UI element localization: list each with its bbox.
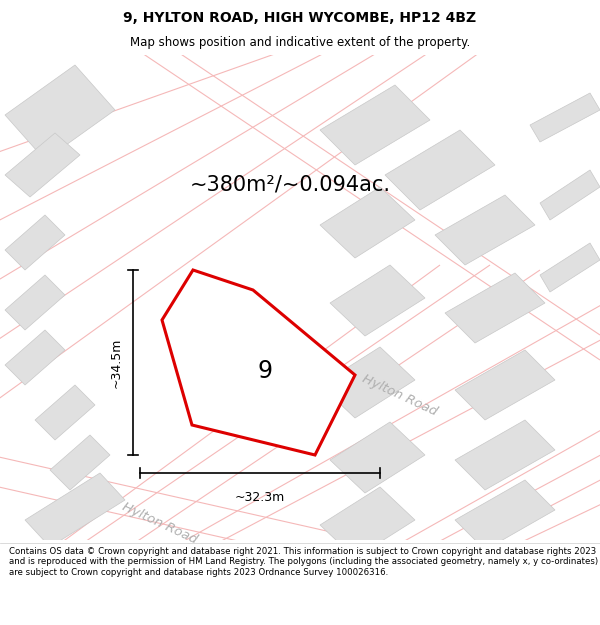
Polygon shape	[162, 270, 355, 455]
Polygon shape	[455, 350, 555, 420]
Polygon shape	[540, 170, 600, 220]
Polygon shape	[320, 487, 415, 558]
Polygon shape	[5, 330, 65, 385]
Polygon shape	[0, 555, 600, 625]
Polygon shape	[330, 265, 425, 336]
Polygon shape	[5, 215, 65, 270]
Polygon shape	[455, 420, 555, 490]
Polygon shape	[530, 93, 600, 142]
Polygon shape	[5, 133, 80, 197]
Polygon shape	[50, 435, 110, 490]
Text: ~32.3m: ~32.3m	[235, 491, 285, 504]
Polygon shape	[540, 243, 600, 292]
Polygon shape	[445, 273, 545, 343]
Polygon shape	[35, 385, 95, 440]
Polygon shape	[5, 275, 65, 330]
Text: Hylton Road: Hylton Road	[361, 372, 440, 418]
Polygon shape	[330, 422, 425, 493]
Polygon shape	[5, 65, 115, 160]
Polygon shape	[320, 85, 430, 165]
Polygon shape	[320, 347, 415, 418]
Polygon shape	[435, 195, 535, 265]
Text: 9: 9	[257, 359, 272, 383]
Polygon shape	[25, 473, 125, 547]
Text: Hylton Road: Hylton Road	[121, 500, 200, 546]
Polygon shape	[455, 480, 555, 550]
Text: 9, HYLTON ROAD, HIGH WYCOMBE, HP12 4BZ: 9, HYLTON ROAD, HIGH WYCOMBE, HP12 4BZ	[124, 11, 476, 25]
Text: Contains OS data © Crown copyright and database right 2021. This information is : Contains OS data © Crown copyright and d…	[9, 547, 598, 577]
Text: Map shows position and indicative extent of the property.: Map shows position and indicative extent…	[130, 36, 470, 49]
Polygon shape	[0, 455, 600, 625]
Polygon shape	[130, 20, 600, 360]
Polygon shape	[385, 130, 495, 210]
Polygon shape	[320, 187, 415, 258]
Text: ~380m²/~0.094ac.: ~380m²/~0.094ac.	[190, 175, 391, 195]
Text: ~34.5m: ~34.5m	[110, 338, 123, 388]
